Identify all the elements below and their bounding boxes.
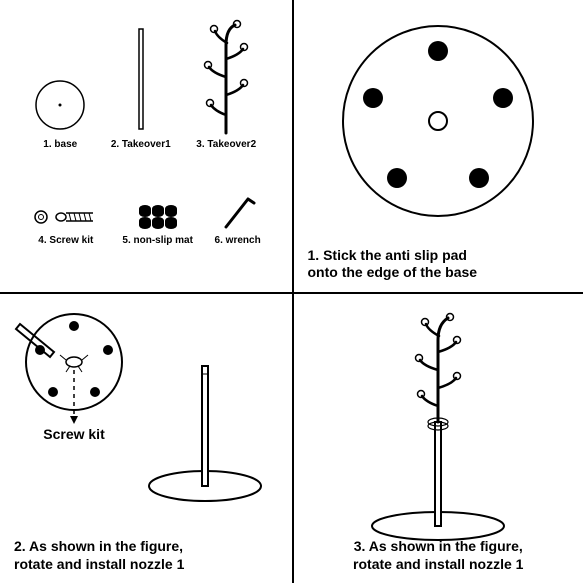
wrench-icon xyxy=(218,187,258,231)
label-base: 1. base xyxy=(43,139,77,150)
base-icon xyxy=(30,75,90,135)
panel-step1: 1. Stick the anti slip pad onto the edge… xyxy=(292,0,583,292)
screwkit-icon xyxy=(31,203,101,231)
label-wrench: 6. wrench xyxy=(215,235,261,246)
caption-step1: 1. Stick the anti slip pad onto the edge… xyxy=(308,247,478,282)
step3-stand-icon xyxy=(348,304,528,542)
panel-step3: 3. As shown in the figure, rotate and in… xyxy=(292,292,583,583)
step2-stand-icon xyxy=(140,306,270,506)
takeover2-icon xyxy=(191,15,261,135)
step2-base-icon xyxy=(14,306,134,426)
label-takeover1: 2. Takeover1 xyxy=(111,139,171,150)
label-step2-screwkit: Screw kit xyxy=(43,426,104,442)
label-nonslip: 5. non-slip mat xyxy=(122,235,193,246)
takeover1-icon xyxy=(126,25,156,135)
label-screwkit: 4. Screw kit xyxy=(38,235,93,246)
caption-step3: 3. As shown in the figure, rotate and in… xyxy=(308,538,569,573)
step1-base-icon xyxy=(333,16,543,226)
nonslip-icon xyxy=(133,199,183,231)
instruction-grid: 1. base 2. Takeover1 xyxy=(0,0,583,583)
label-takeover2: 3. Takeover2 xyxy=(196,139,256,150)
panel-step2: Screw kit 2. As shown in the figure, rot… xyxy=(0,292,292,583)
panel-parts: 1. base 2. Takeover1 xyxy=(0,0,292,292)
caption-step2: 2. As shown in the figure, rotate and in… xyxy=(14,538,184,573)
